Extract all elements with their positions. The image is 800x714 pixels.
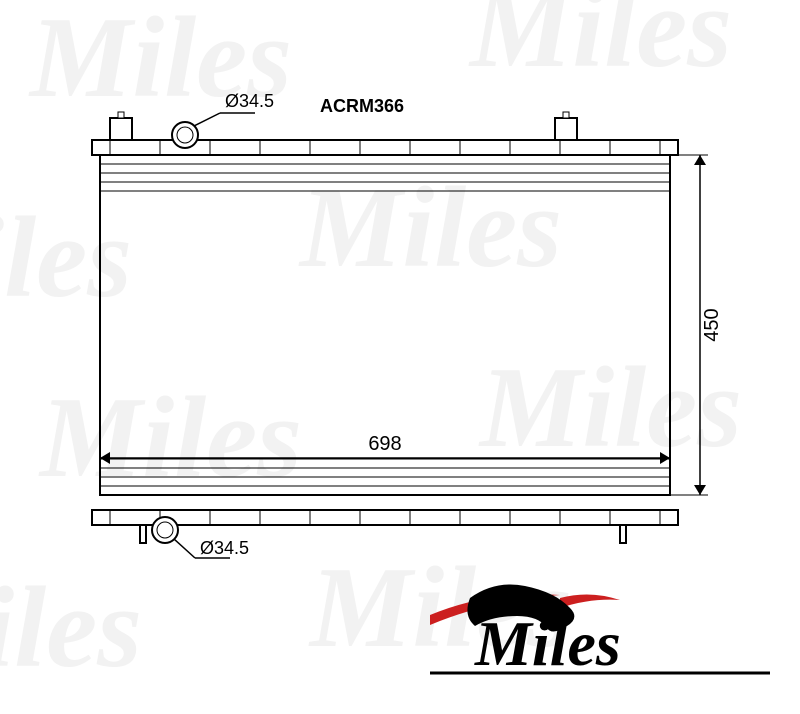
mount-lug-tip bbox=[118, 112, 124, 118]
dimension-arrow bbox=[100, 452, 110, 464]
mount-lug bbox=[555, 118, 577, 140]
mount-lug-tip bbox=[563, 112, 569, 118]
dimension-arrow bbox=[694, 485, 706, 495]
dimension-arrow bbox=[660, 452, 670, 464]
port-diameter-top-label: Ø34.5 bbox=[225, 91, 274, 111]
bottom-pin bbox=[620, 525, 626, 543]
logo-accent bbox=[560, 594, 620, 608]
height-dimension-label: 450 bbox=[701, 308, 723, 341]
bottom-tank bbox=[92, 510, 678, 525]
bottom-pin bbox=[140, 525, 146, 543]
width-dimension-label: 698 bbox=[368, 433, 401, 455]
mount-lug bbox=[110, 118, 132, 140]
diagram-svg: Ø34.5 Ø34.5 ACRM366 698 450 Miles bbox=[0, 0, 800, 714]
leader-line bbox=[194, 113, 220, 126]
part-number-label: ACRM366 bbox=[320, 96, 404, 116]
port-diameter-bottom-label: Ø34.5 bbox=[200, 538, 249, 558]
leader-line bbox=[174, 539, 195, 558]
logo-text: Miles bbox=[474, 608, 621, 679]
dimension-arrow bbox=[694, 155, 706, 165]
